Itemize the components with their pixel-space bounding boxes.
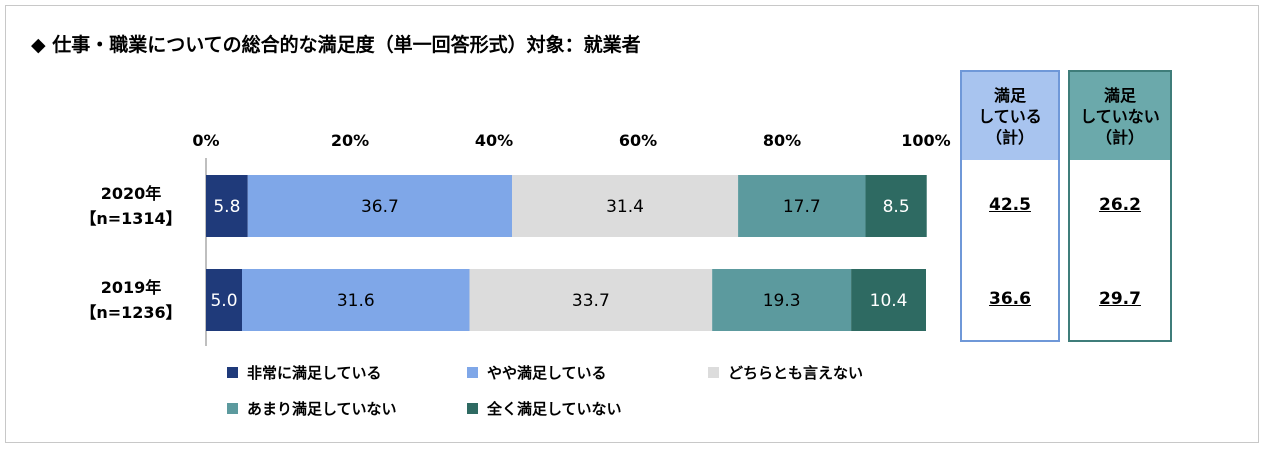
data-label: 31.6 (337, 291, 375, 311)
y-category-sublabel: 【n=1236】 (80, 303, 181, 322)
legend-label: やや満足している (487, 364, 607, 382)
data-label: 31.4 (606, 197, 644, 217)
data-label: 36.7 (361, 197, 399, 217)
bar-segment (242, 269, 470, 331)
legend-item-very-satisfied: 非常に満足している (227, 362, 382, 383)
data-label: 10.4 (870, 291, 908, 311)
legend-swatch (227, 367, 238, 378)
data-label: 5.0 (210, 291, 237, 311)
data-label: 5.8 (213, 197, 240, 217)
legend-item-not-at-all-satisfied: 全く満足していない (467, 398, 622, 419)
legend-swatch (467, 367, 478, 378)
data-label: 17.7 (783, 197, 821, 217)
legend-item-not-very-satisfied: あまり満足していない (227, 398, 397, 419)
x-tick-label: 0% (192, 131, 219, 150)
data-label: 33.7 (572, 291, 610, 311)
data-label: 8.5 (883, 197, 910, 217)
x-tick-label: 100% (901, 131, 950, 150)
x-tick-label: 20% (331, 131, 369, 150)
bar-segment (247, 175, 512, 237)
y-category-label: 2019年 (101, 278, 162, 297)
legend-label: 非常に満足している (247, 364, 382, 382)
bar-segment (738, 175, 866, 237)
legend-item-somewhat-satisfied: やや満足している (467, 362, 607, 383)
y-category-sublabel: 【n=1314】 (80, 209, 181, 228)
bar-segment (206, 175, 248, 237)
bar-segment (206, 269, 242, 331)
legend-swatch (708, 367, 719, 378)
chart-title: ◆ 仕事・職業についての総合的な満足度（単一回答形式）対象：就業者 (31, 34, 641, 56)
summary-not-satisfied-2020: 26.2 (1099, 195, 1141, 215)
summary-satisfied-header: 満足 している （計） (962, 72, 1058, 160)
x-tick-label: 40% (475, 131, 513, 150)
summary-not-satisfied-header: 満足 していない （計） (1070, 72, 1170, 160)
summary-not-satisfied-2019: 29.7 (1099, 289, 1141, 309)
summary-satisfied-2019: 36.6 (989, 289, 1031, 309)
legend-label: あまり満足していない (247, 400, 397, 418)
bar-segment (512, 175, 739, 237)
legend-label: どちらとも言えない (728, 364, 864, 382)
bar-segment (851, 269, 926, 331)
summary-satisfied-2020: 42.5 (989, 195, 1031, 215)
x-tick-label: 80% (763, 131, 801, 150)
summary-not-satisfied-box: 満足 していない （計） 26.2 29.7 (1068, 70, 1172, 342)
y-category-label: 2020年 (101, 184, 162, 203)
x-tick-label: 60% (619, 131, 657, 150)
bar-segment (865, 175, 927, 237)
legend-item-neutral: どちらとも言えない (708, 362, 863, 383)
legend-label: 全く満足していない (487, 400, 622, 418)
summary-satisfied-box: 満足 している （計） 42.5 36.6 (960, 70, 1060, 342)
legend-swatch (467, 403, 478, 414)
legend-swatch (227, 403, 238, 414)
data-label: 19.3 (763, 291, 801, 311)
chart-frame (5, 5, 1259, 443)
bar-segment (712, 269, 852, 331)
bar-segment (469, 269, 713, 331)
